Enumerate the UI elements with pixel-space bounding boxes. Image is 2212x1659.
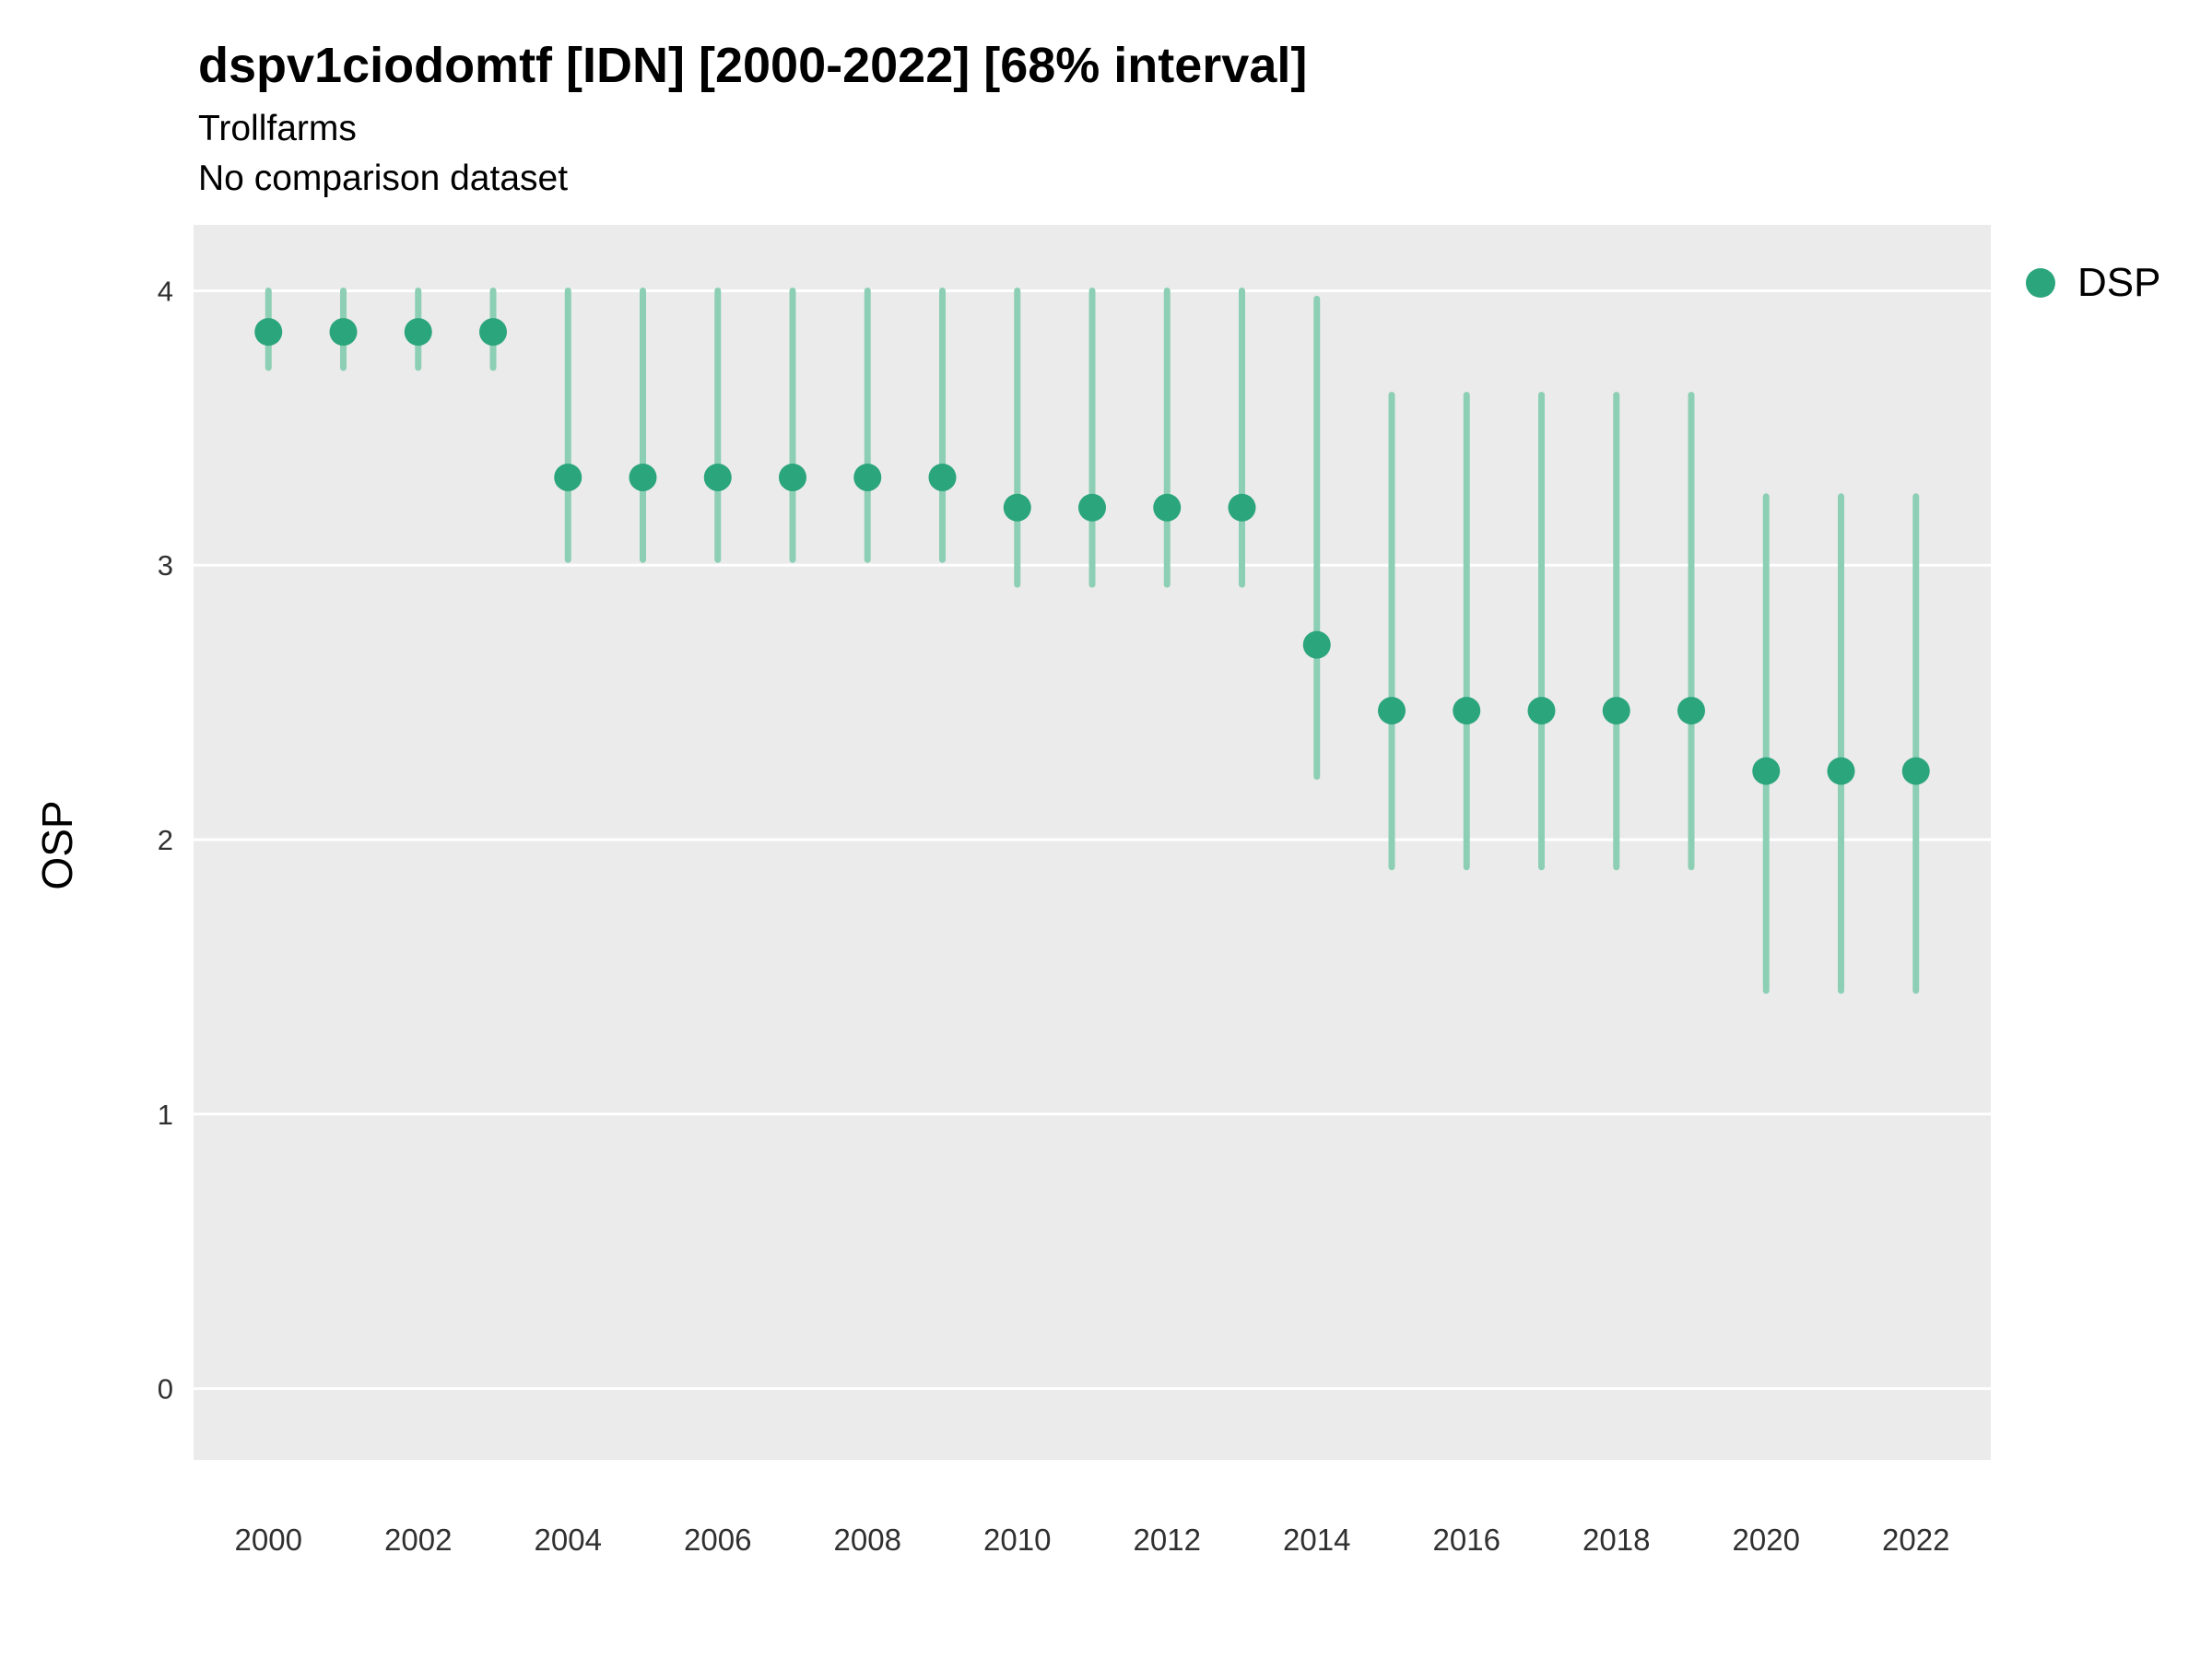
data-point [629,463,657,491]
x-tick-label: 2018 [1583,1523,1650,1557]
data-point [1752,757,1781,785]
chart-subtitle: Trollfarms [198,109,357,148]
y-tick-label: 3 [158,549,173,582]
data-point [1078,493,1106,522]
data-point [1003,493,1031,522]
data-point [1453,697,1481,725]
data-point [779,463,806,491]
x-tick-label: 2008 [834,1523,901,1557]
data-point [254,318,283,347]
data-point [703,463,732,491]
x-tick-label: 2006 [684,1523,751,1557]
data-point [554,463,582,491]
x-tick-label: 2004 [535,1523,602,1557]
x-tick-label: 2022 [1882,1523,1949,1557]
x-tick-label: 2010 [983,1523,1051,1557]
data-point [479,318,507,347]
data-point [1901,757,1930,785]
data-point [1228,493,1256,522]
data-point [1378,697,1406,725]
data-point [853,463,882,491]
data-point [1153,493,1182,522]
legend-dsp-label: DSP [2077,260,2161,305]
x-tick-label: 2000 [235,1523,302,1557]
data-point [404,318,432,347]
x-tick-label: 2012 [1134,1523,1201,1557]
legend: DSP [2026,260,2160,306]
chart-title: dspv1ciodomtf [IDN] [2000-2022] [68% int… [198,38,1308,93]
x-tick-label: 2014 [1283,1523,1350,1557]
data-point [1527,697,1556,725]
y-tick-label: 0 [158,1373,173,1406]
data-point [1602,697,1630,725]
y-tick-label: 4 [158,275,173,307]
y-tick-label: 1 [158,1099,173,1131]
data-point [1302,630,1331,659]
data-point [329,318,358,347]
data-point [1827,757,1855,785]
data-point [1677,697,1705,725]
legend-dsp-marker [2026,268,2055,298]
x-tick-label: 2002 [384,1523,452,1557]
data-point [928,463,957,491]
x-tick-label: 2020 [1733,1523,1800,1557]
chart-comparison-note: No comparison dataset [198,159,569,198]
x-tick-label: 2016 [1433,1523,1500,1557]
y-tick-label: 2 [158,824,173,856]
